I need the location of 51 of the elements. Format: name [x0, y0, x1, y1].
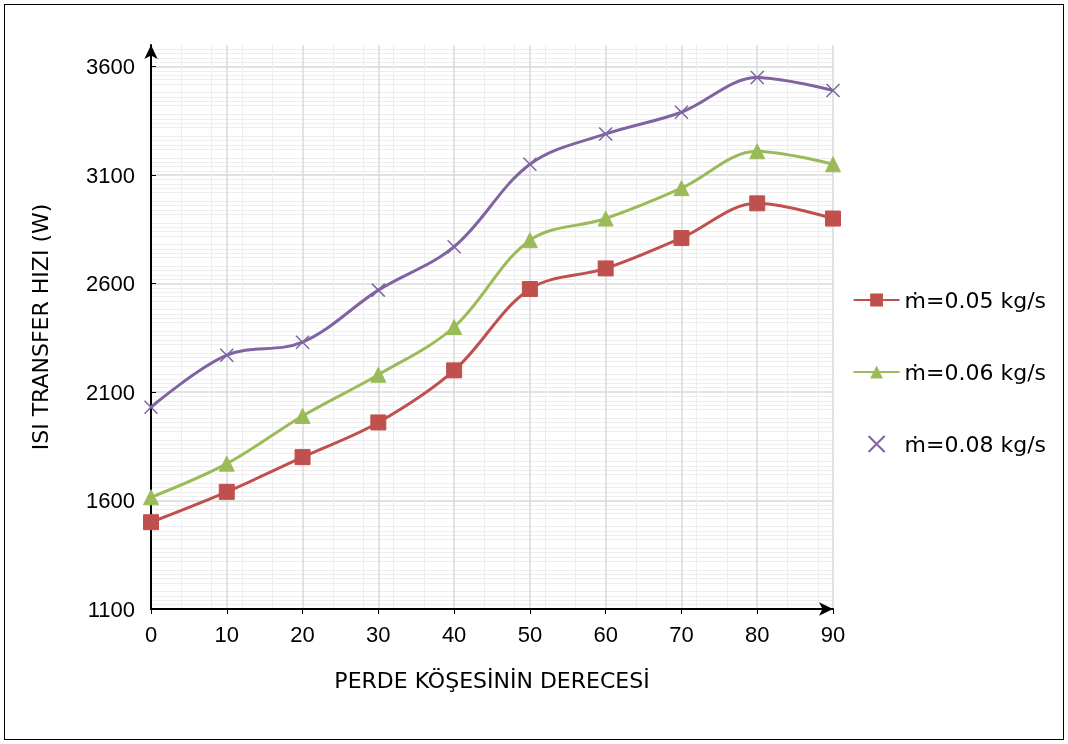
point [143, 400, 159, 415]
point [749, 143, 766, 160]
point [522, 157, 538, 172]
x-tick-label: 80 [744, 621, 770, 647]
point [673, 180, 690, 197]
x-tick-label: 60 [593, 621, 618, 647]
point [825, 156, 841, 173]
x-tick-label: 30 [366, 621, 391, 647]
point [371, 282, 386, 298]
point [825, 210, 841, 227]
point [295, 334, 310, 350]
point [597, 210, 614, 227]
point [598, 126, 613, 142]
legend-label: ṁ=0.06 kg/s [904, 359, 1046, 385]
point [446, 239, 462, 254]
point [370, 366, 387, 383]
point [218, 455, 235, 472]
point [143, 514, 159, 531]
x-tick-label: 50 [517, 621, 543, 647]
point [219, 347, 235, 363]
x-tick-label: 40 [441, 621, 467, 647]
y-tick-label: 3100 [86, 162, 135, 188]
y-tick-label: 2600 [86, 271, 135, 297]
legend-label: ṁ=0.05 kg/s [904, 287, 1046, 313]
point [446, 362, 463, 379]
point [294, 407, 311, 424]
point [673, 230, 690, 247]
point [143, 489, 159, 506]
point [825, 83, 841, 98]
x-tick-label: 20 [290, 621, 315, 647]
point [370, 414, 387, 431]
point [597, 260, 614, 277]
point [749, 70, 765, 85]
point [674, 105, 689, 120]
point [446, 319, 463, 335]
y-axis-title: ISI TRANSFER HIZI (W) [27, 203, 53, 451]
point [218, 483, 235, 500]
legend-label: ṁ=0.08 kg/s [904, 431, 1046, 457]
point [749, 195, 766, 212]
y-tick-label: 1600 [86, 488, 135, 514]
y-tick-label: 1100 [87, 596, 135, 622]
x-tick-label: 0 [144, 621, 158, 647]
y-tick-label: 3600 [86, 54, 135, 80]
point [294, 449, 311, 466]
y-tick-label: 2100 [86, 379, 135, 405]
point [521, 232, 538, 249]
x-tick-label: 70 [669, 621, 694, 647]
x-axis-title: PERDE KÖŞESİNİN DERECESİ [334, 667, 650, 693]
x-tick-label: 10 [214, 621, 240, 647]
point [521, 281, 538, 298]
x-tick-label: 90 [820, 621, 846, 647]
